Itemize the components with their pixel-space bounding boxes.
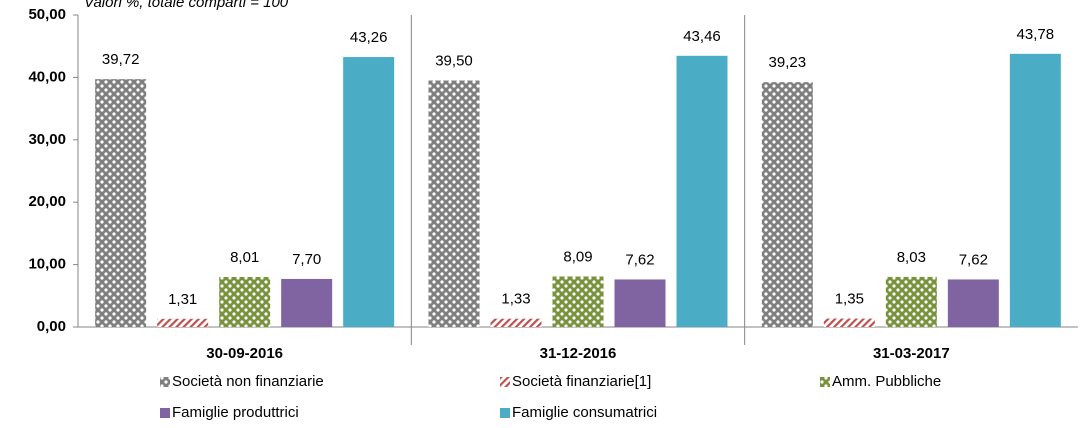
data-label: 8,03 bbox=[897, 249, 926, 266]
y-tick-label: 20,00 bbox=[28, 193, 66, 210]
data-label: 43,46 bbox=[683, 28, 721, 45]
legend-swatch bbox=[160, 377, 170, 387]
bar bbox=[219, 277, 271, 327]
bar bbox=[490, 318, 542, 327]
legend-label: Società non finanziarie bbox=[172, 373, 324, 390]
bar bbox=[614, 279, 666, 327]
chart-subtitle: Valori %, totale comparti = 100 bbox=[84, 0, 289, 11]
bar bbox=[823, 318, 875, 327]
data-label: 1,31 bbox=[168, 291, 197, 308]
x-tick-label: 31-12-2016 bbox=[540, 345, 617, 362]
y-tick-label: 30,00 bbox=[28, 131, 66, 148]
legend-swatch bbox=[820, 377, 830, 387]
bar bbox=[157, 318, 209, 327]
bar bbox=[343, 57, 395, 328]
legend-swatch bbox=[500, 377, 510, 387]
bar bbox=[947, 279, 999, 327]
bar bbox=[676, 55, 728, 327]
y-tick-label: 10,00 bbox=[28, 256, 66, 273]
y-tick-label: 0,00 bbox=[37, 318, 66, 335]
data-label: 39,72 bbox=[102, 51, 140, 68]
legend-label: Amm. Pubbliche bbox=[832, 373, 941, 390]
bar bbox=[1009, 53, 1061, 327]
bar bbox=[761, 82, 813, 327]
data-label: 1,33 bbox=[501, 291, 530, 308]
data-label: 7,62 bbox=[625, 251, 654, 268]
bar bbox=[885, 276, 937, 327]
data-label: 1,35 bbox=[835, 291, 864, 308]
data-label: 8,09 bbox=[563, 248, 592, 265]
data-label: 7,62 bbox=[959, 251, 988, 268]
bar bbox=[552, 276, 604, 327]
data-label: 8,01 bbox=[230, 249, 259, 266]
bar bbox=[428, 80, 480, 328]
legend-label: Famiglie consumatrici bbox=[512, 404, 657, 421]
bar bbox=[281, 278, 333, 327]
legend-swatch bbox=[500, 408, 510, 418]
data-label: 43,78 bbox=[1017, 26, 1055, 43]
data-label: 43,26 bbox=[350, 29, 388, 46]
y-tick-label: 50,00 bbox=[28, 6, 66, 23]
legend-label: Società finanziarie[1] bbox=[512, 373, 651, 390]
bar bbox=[95, 79, 147, 327]
x-tick-label: 30-09-2016 bbox=[206, 345, 283, 362]
data-label: 39,23 bbox=[769, 54, 807, 71]
legend-label: Famiglie produttrici bbox=[172, 404, 299, 421]
x-tick-label: 31-03-2017 bbox=[873, 345, 950, 362]
data-label: 7,70 bbox=[292, 251, 321, 268]
y-tick-label: 40,00 bbox=[28, 68, 66, 85]
legend-swatch bbox=[160, 408, 170, 418]
data-label: 39,50 bbox=[435, 52, 473, 69]
